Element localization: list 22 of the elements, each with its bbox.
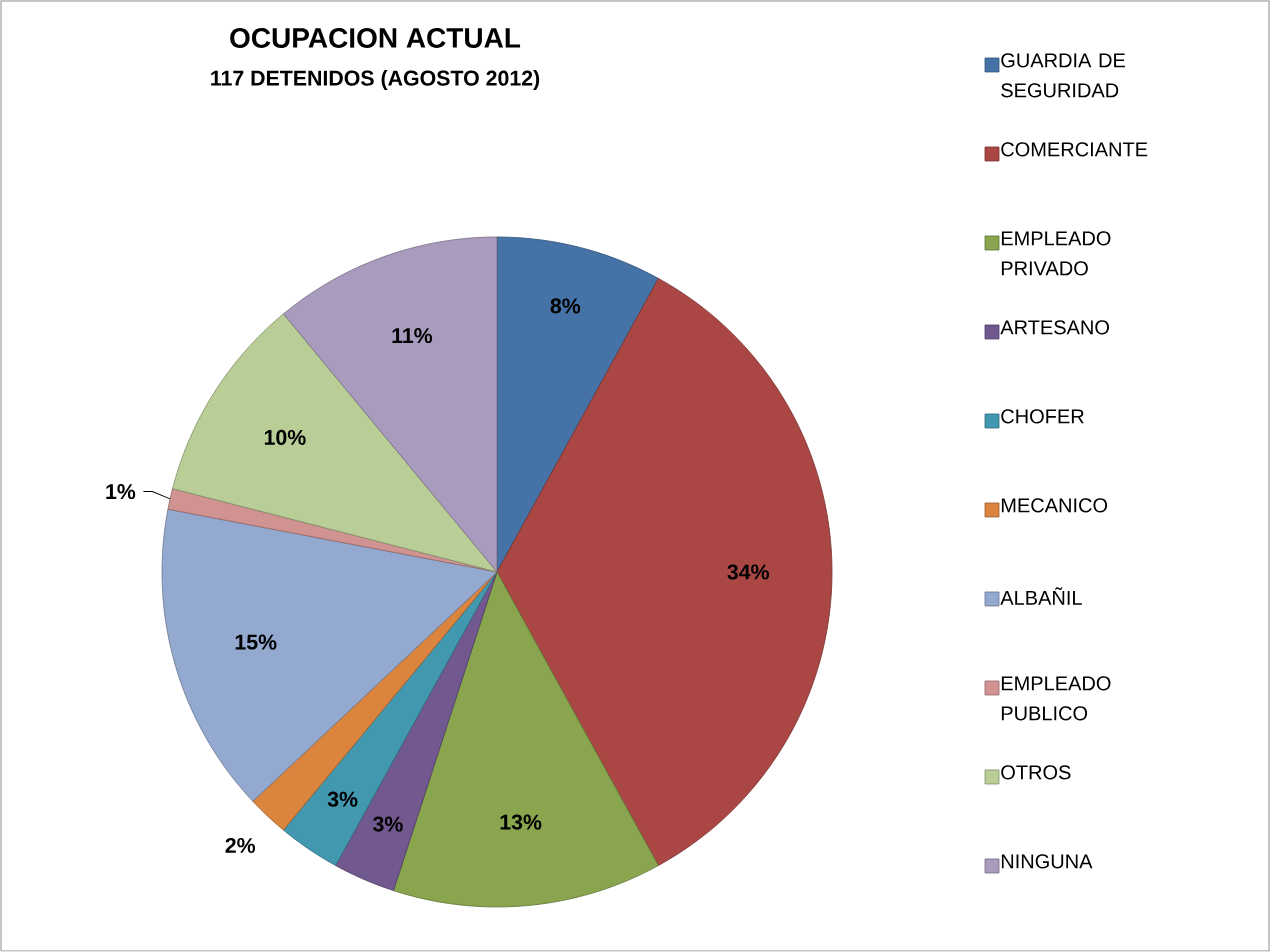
legend-label: CHOFER <box>1001 409 1084 424</box>
legend-label: GUARDIA DE SEGURIDAD <box>1001 53 1125 98</box>
legend-label: OTROS <box>1001 765 1071 780</box>
data-label: 3% <box>327 791 358 807</box>
legend-label: ALBAÑIL <box>1000 587 1082 605</box>
data-label: 11% <box>392 328 433 344</box>
legend-label: MECANICO <box>1001 498 1108 513</box>
chart-title: OCUPACION ACTUAL <box>230 28 521 48</box>
text: 117 DETENIDOS (AGOSTO 2012) <box>211 70 540 90</box>
data-label: 3% <box>372 816 403 832</box>
legend-label: EMPLEADO PRIVADO <box>1001 231 1111 276</box>
legend-label: ARTESANO <box>1000 320 1109 335</box>
data-label: 13% <box>500 814 542 830</box>
legend-label: NINGUNA <box>1001 854 1093 869</box>
data-label: 34% <box>727 564 769 580</box>
legend-label: EMPLEADO PUBLICO <box>1001 676 1111 721</box>
data-label: 2% <box>225 837 256 854</box>
legend-label: COMERCIANTE <box>1001 142 1148 157</box>
data-label: 8% <box>550 298 581 314</box>
data-label: 1% <box>106 484 136 500</box>
data-label: 15% <box>235 634 277 650</box>
data-label: 10% <box>264 429 306 445</box>
